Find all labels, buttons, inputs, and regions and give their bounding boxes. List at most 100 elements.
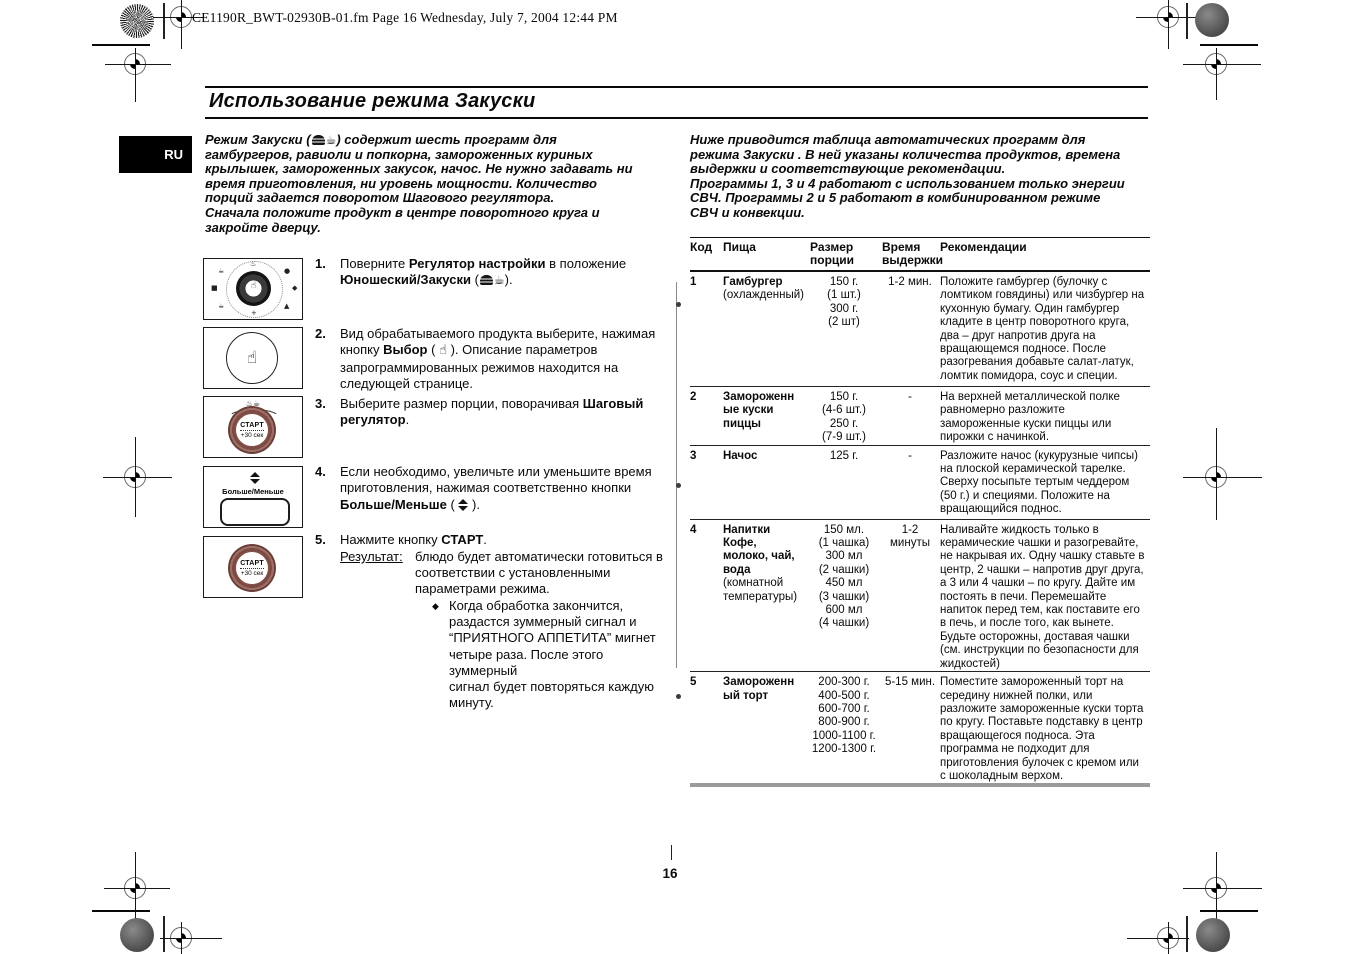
crop-line [1200, 44, 1258, 46]
language-tab: RU [119, 136, 192, 173]
start-knob-label: СТАРТ [240, 559, 264, 569]
start-knob-sublabel: +30 сек [240, 569, 264, 577]
select-button: ☝ [226, 332, 278, 384]
hand-icon: ☝ [250, 281, 257, 291]
food-note: (комнатной температуры) [723, 577, 798, 603]
start-knob: СТАРТ +30 сек [228, 544, 276, 592]
dial-mode-icon: ■ [211, 284, 218, 292]
dial-mode-icon: ☕ [218, 302, 225, 310]
select-button-illustration: ☝ [203, 327, 303, 389]
start-knob: СТАРТ +30 сек [228, 406, 276, 454]
step-text: Нажмите кнопку СТАРТ. [340, 532, 487, 547]
more-less-illustration: Больше/Меньше [203, 466, 303, 528]
right-intro: Ниже приводится таблица автоматических п… [690, 132, 1125, 220]
cell-food: Гамбургер (охлажденный) [723, 276, 808, 386]
dial-mode-icon: ◆ [292, 284, 298, 292]
step-item: 2. Вид обрабатываемого продукта выберите… [315, 326, 667, 393]
col-header-food: Пища [723, 240, 756, 254]
noise-registration-mark [1195, 3, 1229, 37]
cup-icon: ☕ [493, 273, 505, 288]
table-row: 3 Начос 125 г. - Разложите начос (кукуру… [690, 444, 1150, 519]
food-name: Замороженн ый торт [723, 676, 795, 702]
diamond-bullet-icon: ◆ [432, 601, 439, 611]
more-less-button [220, 498, 290, 526]
cell-recommendation: На верхней металлической полке равномерн… [940, 391, 1120, 444]
food-note: (охлажденный) [723, 289, 804, 302]
hand-icon: ☝ [246, 348, 258, 368]
burger-icon [479, 275, 493, 286]
knob-top-icons: ♨☕ [245, 399, 261, 408]
step-number: 2. [315, 326, 326, 341]
step-item: 4. Если необходимо, увеличьте или уменьш… [315, 464, 667, 513]
step-text: Вид обрабатываемого продукта выберите, н… [340, 326, 656, 392]
cell-size: 150 г. (4-6 шт.) 250 г. (7-9 шт.) [822, 391, 866, 444]
noise-registration-mark [120, 918, 154, 952]
cell-size: 150 г. (1 шт.) 300 г. (2 шт) [827, 276, 861, 329]
step-item: 1. Поверните Регулятор настройки в полож… [315, 256, 667, 289]
start-knob-label: СТАРТ [240, 421, 264, 431]
noise-registration-mark [1196, 918, 1230, 952]
col-header-time: Время выдержки [882, 240, 943, 268]
title-rule-bottom [205, 117, 1148, 119]
more-less-label: Больше/Меньше [222, 487, 284, 496]
settings-dial-knob: ☝ [236, 271, 271, 306]
center-crop-tick [671, 845, 672, 860]
col-header-size: Размер порции [810, 240, 855, 268]
file-info-header: CE1190R_BWT-02930B-01.fm Page 16 Wednesd… [192, 10, 618, 25]
dial-illustration: ☝ ♨ ● ◆ ▲ + ☕ ■ ☕ [203, 258, 303, 320]
more-less-icon [250, 472, 260, 484]
crop-bar [163, 916, 165, 952]
hand-icon: ☝ [439, 343, 447, 359]
cell-time: 1-2 минуты [890, 523, 930, 550]
title-rule-top [205, 86, 1148, 88]
cell-recommendation: Наливайте жидкость только в керамические… [940, 523, 1145, 670]
cell-code: 3 [690, 449, 697, 462]
step-dial-illustration: ♨☕ СТАРТ +30 сек [203, 396, 303, 458]
binding-dot [676, 302, 681, 307]
food-name: Гамбургер [723, 276, 783, 288]
dial-mode-icon: ♨ [250, 260, 257, 268]
step-number: 5. [315, 532, 326, 547]
cell-time: 1-2 мин. [888, 276, 932, 288]
step-number: 1. [315, 256, 326, 271]
cell-time: - [908, 449, 912, 462]
table-row: 2 Замороженн ые куски пиццы 150 г. (4-6 … [690, 386, 1150, 445]
step-number: 4. [315, 464, 326, 479]
binding-dot [676, 694, 681, 699]
crop-line [92, 44, 150, 46]
page-title: Использование режима Закуски [209, 90, 536, 112]
cell-size: 125 г. [829, 449, 859, 462]
cell-code: 2 [690, 391, 697, 403]
cell-code: 1 [690, 276, 697, 288]
cell-food: Напитки Кофе, молоко, чай, вода (комнатно… [723, 524, 808, 671]
dial-mode-icon: ☕ [218, 267, 225, 275]
column-divider-line [676, 282, 677, 668]
cell-recommendation: Разложите начос (кукурузные чипсы) на пл… [940, 449, 1138, 516]
cell-food: Начос [723, 450, 808, 519]
cell-time: 5-15 мин. [884, 676, 936, 689]
cell-size: 150 мл. (1 чашка) 300 мл (2 чашки) 450 м… [818, 523, 870, 630]
more-less-icon [458, 498, 469, 511]
table-row: 1 Гамбургер (охлажденный) 150 г. (1 шт.) … [690, 272, 1150, 386]
crop-bar [1186, 3, 1188, 39]
step-text: Поверните Регулятор настройки в положени… [340, 256, 627, 288]
dial-ring [226, 261, 283, 318]
cell-food: Замороженн ый торт [723, 676, 808, 783]
cell-recommendation: Поместите замороженный торт на середину … [940, 676, 1144, 782]
col-header-recommendations: Рекомендации [940, 240, 1027, 254]
cell-code: 5 [690, 676, 697, 689]
start-button-illustration: СТАРТ +30 сек [203, 536, 303, 598]
left-intro: Режим Закуски (☕) содержит шесть програм… [205, 132, 633, 235]
step-text: Выберите размер порции, поворачивая Шаго… [340, 396, 644, 428]
food-name: Замороженн ые куски пиццы [723, 391, 795, 430]
table-row: 4 Напитки Кофе, молоко, чай, вода (комнат… [690, 518, 1150, 671]
cell-food: Замороженн ые куски пиццы [723, 391, 808, 445]
dial-mode-icon: + [251, 309, 257, 317]
table-row: 5 Замороженн ый торт 200-300 г. 400-500 … [690, 671, 1150, 783]
crop-bar [163, 3, 165, 39]
result-bullet-text: Когда обработка закончится, раздастся зу… [449, 598, 656, 711]
food-name: Напитки Кофе, молоко, чай, вода [723, 523, 795, 576]
program-table: Код Пища Размер порции Время выдержки Ре… [690, 237, 1150, 788]
crop-line [92, 910, 150, 912]
page-number: 16 [662, 866, 678, 881]
